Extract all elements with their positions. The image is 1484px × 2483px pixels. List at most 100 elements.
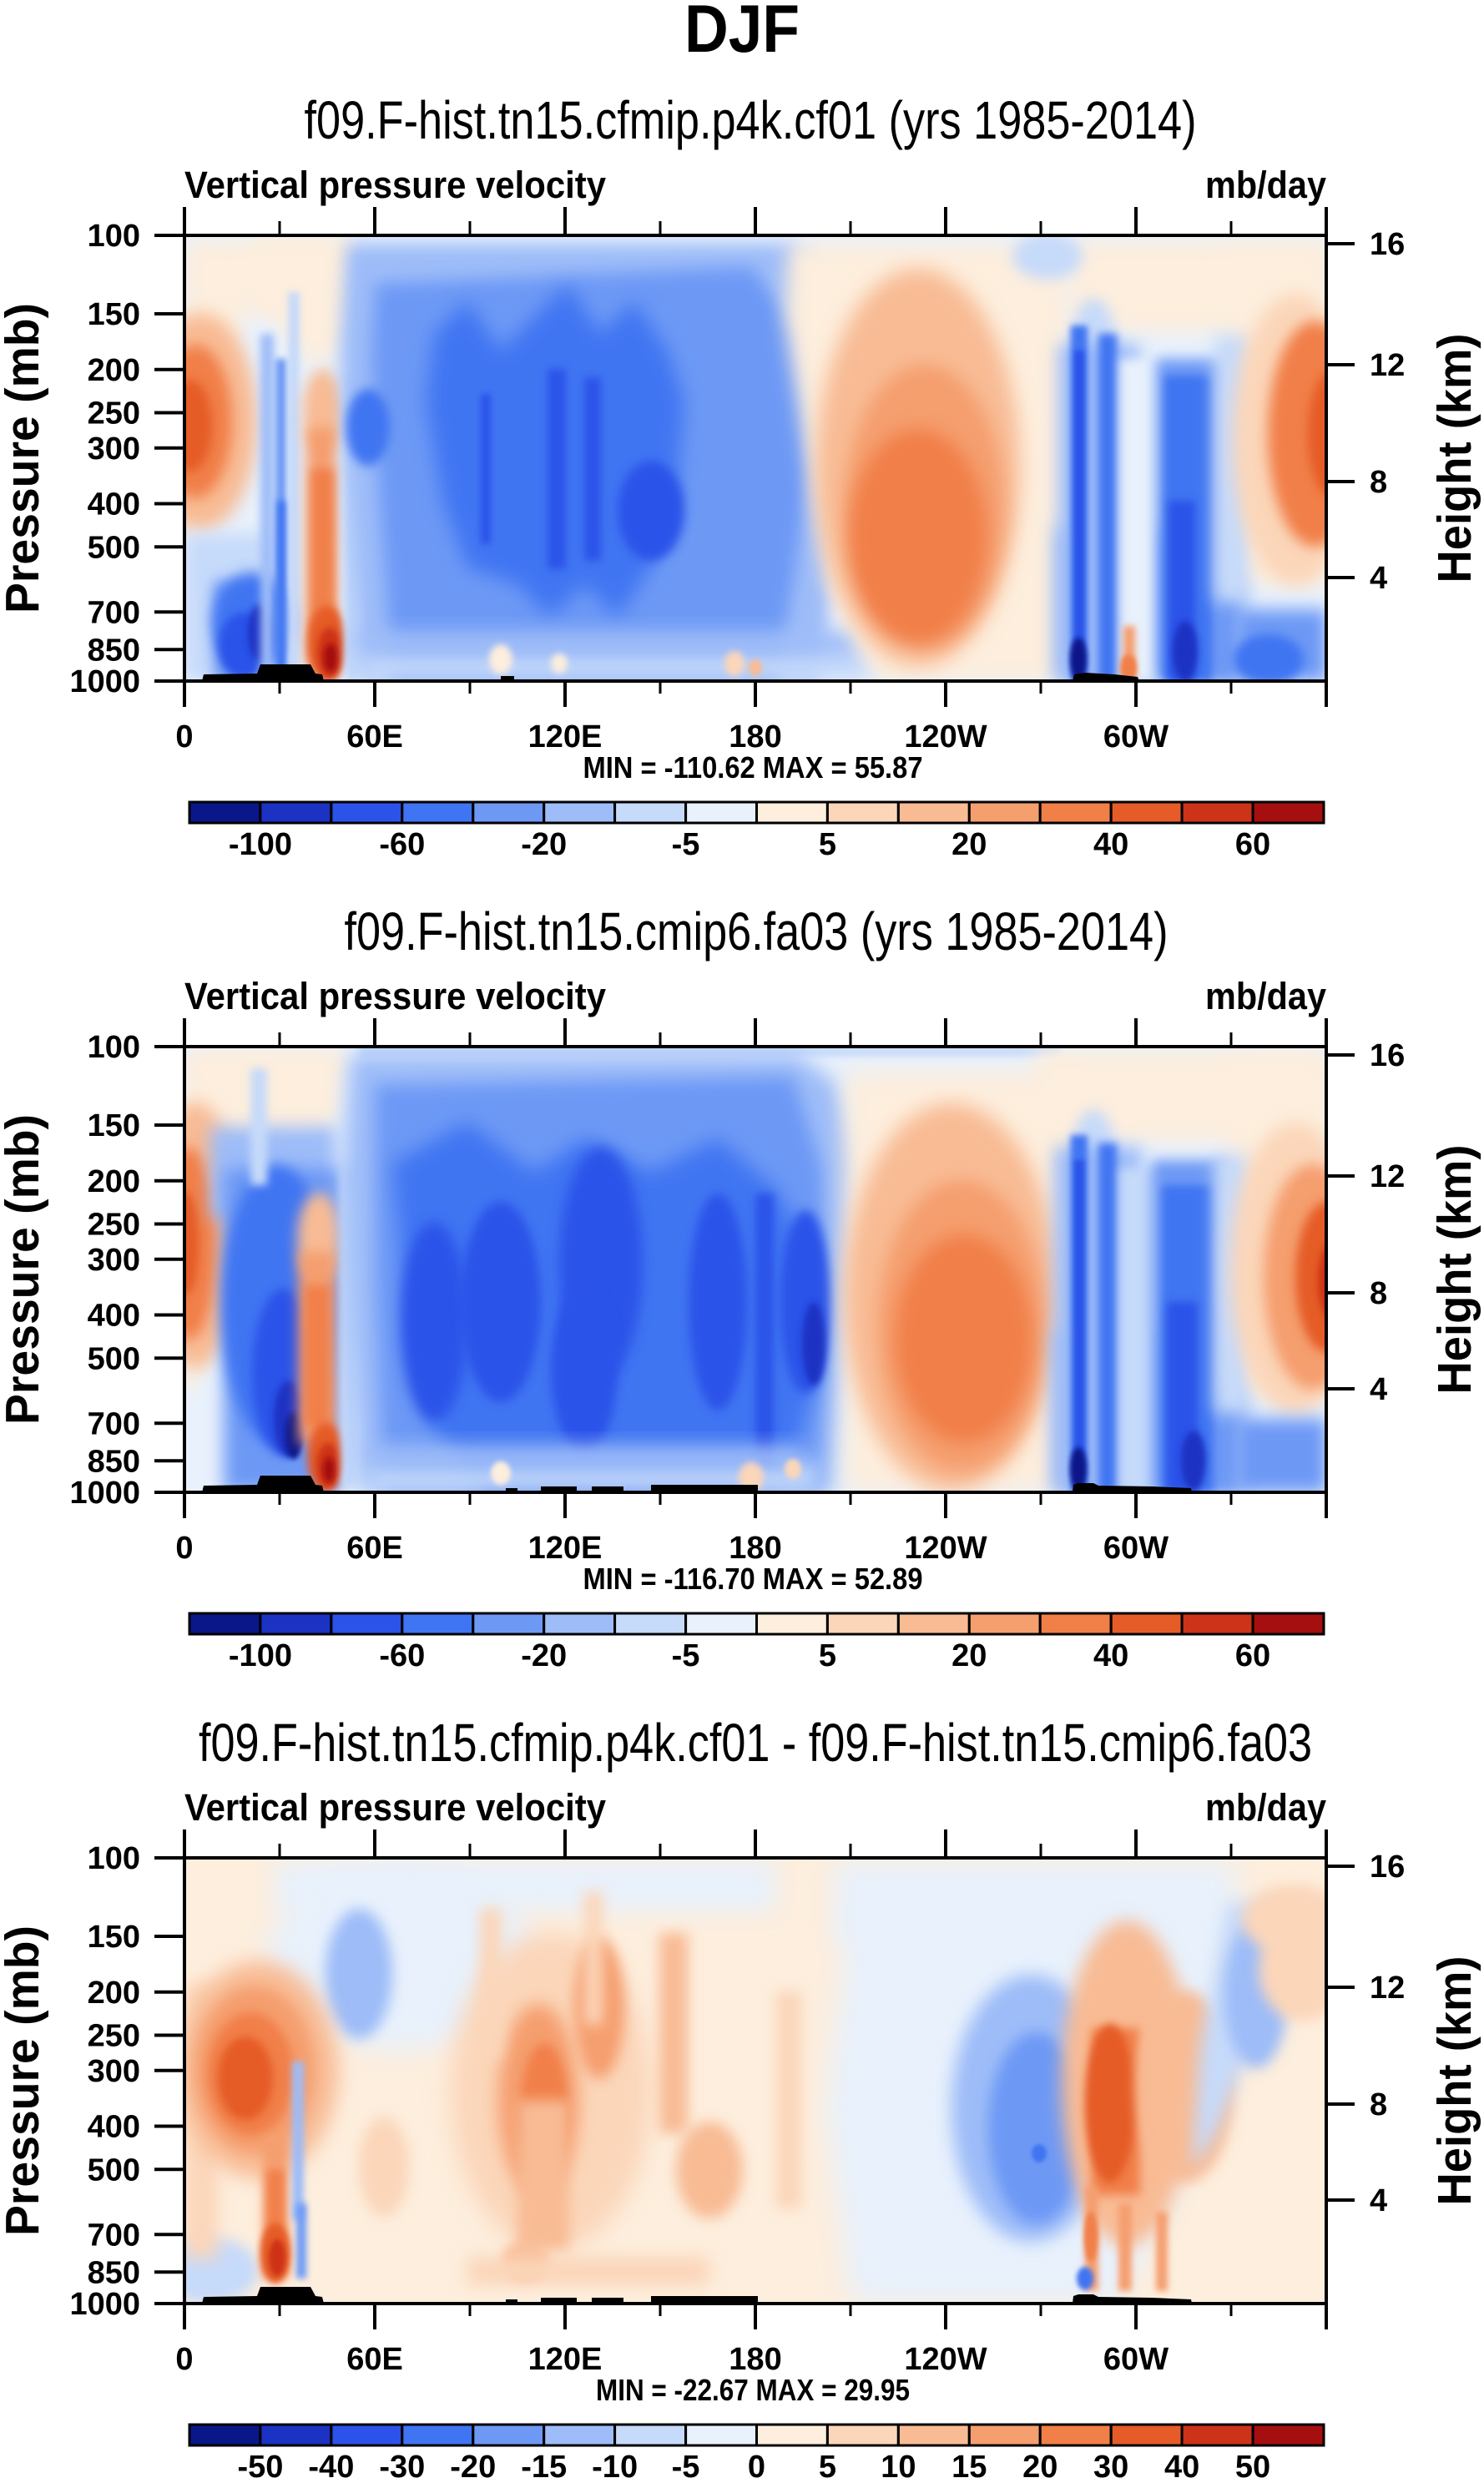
svg-text:30: 30 — [1093, 2450, 1128, 2483]
svg-text:f09.F-hist.tn15.cfmip.p4k.cf01: f09.F-hist.tn15.cfmip.p4k.cf01 - f09.F-h… — [199, 1713, 1312, 1773]
svg-text:700: 700 — [88, 595, 140, 630]
svg-text:-100: -100 — [229, 827, 292, 862]
svg-text:300: 300 — [88, 2054, 140, 2089]
svg-text:-60: -60 — [379, 1638, 425, 1673]
svg-text:-20: -20 — [450, 2450, 496, 2483]
svg-text:mb/day: mb/day — [1205, 975, 1326, 1017]
svg-text:100: 100 — [88, 1030, 140, 1065]
svg-text:300: 300 — [88, 431, 140, 467]
svg-text:4: 4 — [1370, 2183, 1387, 2218]
svg-text:700: 700 — [88, 1406, 140, 1441]
svg-text:50: 50 — [1235, 2450, 1270, 2483]
svg-text:180: 180 — [729, 2342, 781, 2377]
svg-text:1000: 1000 — [69, 2287, 140, 2322]
svg-text:120W: 120W — [904, 1531, 987, 1566]
svg-text:-5: -5 — [672, 1638, 700, 1673]
svg-text:Vertical pressure velocity: Vertical pressure velocity — [184, 1786, 606, 1829]
svg-text:150: 150 — [88, 297, 140, 332]
svg-text:mb/day: mb/day — [1205, 1786, 1326, 1829]
svg-text:-5: -5 — [672, 2450, 700, 2483]
svg-text:8: 8 — [1370, 465, 1387, 500]
svg-text:250: 250 — [88, 396, 140, 431]
svg-text:60E: 60E — [346, 2342, 403, 2377]
svg-text:Pressure (mb): Pressure (mb) — [0, 1114, 49, 1425]
svg-text:-100: -100 — [229, 1638, 292, 1673]
svg-text:200: 200 — [88, 353, 140, 388]
svg-text:-60: -60 — [379, 827, 425, 862]
svg-text:MIN = -116.70 MAX = 52.89: MIN = -116.70 MAX = 52.89 — [583, 1562, 923, 1596]
svg-text:-40: -40 — [308, 2450, 354, 2483]
svg-text:300: 300 — [88, 1243, 140, 1278]
svg-text:200: 200 — [88, 1164, 140, 1199]
svg-text:MIN = -22.67 MAX = 29.95: MIN = -22.67 MAX = 29.95 — [596, 2373, 910, 2407]
svg-text:DJF: DJF — [684, 0, 800, 67]
svg-text:60W: 60W — [1103, 1531, 1169, 1566]
svg-text:Vertical pressure velocity: Vertical pressure velocity — [184, 164, 606, 206]
svg-text:250: 250 — [88, 1208, 140, 1243]
svg-text:60: 60 — [1235, 1638, 1270, 1673]
svg-text:Pressure (mb): Pressure (mb) — [0, 303, 49, 613]
svg-text:4: 4 — [1370, 1372, 1387, 1407]
svg-text:-20: -20 — [521, 1638, 567, 1673]
svg-text:850: 850 — [88, 2255, 140, 2290]
svg-text:4: 4 — [1370, 561, 1387, 596]
svg-text:8: 8 — [1370, 2087, 1387, 2122]
svg-text:150: 150 — [88, 1920, 140, 1955]
svg-text:40: 40 — [1093, 1638, 1128, 1673]
svg-text:0: 0 — [175, 2342, 193, 2377]
svg-text:f09.F-hist.tn15.cmip6.fa03 (yr: f09.F-hist.tn15.cmip6.fa03 (yrs 1985-201… — [345, 901, 1169, 961]
svg-text:Height (km): Height (km) — [1428, 1145, 1481, 1395]
svg-text:Height (km): Height (km) — [1428, 334, 1481, 583]
svg-text:Vertical pressure velocity: Vertical pressure velocity — [184, 975, 606, 1017]
svg-text:500: 500 — [88, 2152, 140, 2188]
svg-text:5: 5 — [819, 1638, 836, 1673]
svg-text:16: 16 — [1370, 1850, 1405, 1885]
svg-text:20: 20 — [951, 1638, 987, 1673]
svg-text:20: 20 — [951, 827, 987, 862]
svg-text:200: 200 — [88, 1976, 140, 2011]
svg-text:0: 0 — [175, 1531, 193, 1566]
svg-text:850: 850 — [88, 633, 140, 668]
svg-text:500: 500 — [88, 530, 140, 565]
svg-text:16: 16 — [1370, 1038, 1405, 1073]
svg-text:Height (km): Height (km) — [1428, 1956, 1481, 2206]
svg-text:16: 16 — [1370, 227, 1405, 262]
svg-text:10: 10 — [881, 2450, 916, 2483]
svg-text:60E: 60E — [346, 719, 403, 754]
svg-text:-15: -15 — [521, 2450, 567, 2483]
svg-text:5: 5 — [819, 2450, 836, 2483]
svg-text:-10: -10 — [592, 2450, 638, 2483]
svg-text:40: 40 — [1164, 2450, 1199, 2483]
svg-text:12: 12 — [1370, 1971, 1405, 2006]
svg-text:1000: 1000 — [69, 1476, 140, 1511]
svg-text:180: 180 — [729, 1531, 781, 1566]
svg-text:120W: 120W — [904, 2342, 987, 2377]
svg-text:400: 400 — [88, 2110, 140, 2145]
svg-text:5: 5 — [819, 827, 836, 862]
svg-text:250: 250 — [88, 2019, 140, 2054]
svg-text:120E: 120E — [528, 719, 603, 754]
svg-text:120W: 120W — [904, 719, 987, 754]
svg-text:1000: 1000 — [69, 664, 140, 699]
svg-text:400: 400 — [88, 487, 140, 522]
svg-text:Pressure (mb): Pressure (mb) — [0, 1925, 49, 2236]
svg-text:8: 8 — [1370, 1276, 1387, 1311]
svg-text:-5: -5 — [672, 827, 700, 862]
svg-text:-50: -50 — [237, 2450, 283, 2483]
svg-text:850: 850 — [88, 1444, 140, 1479]
svg-text:40: 40 — [1093, 827, 1128, 862]
svg-text:15: 15 — [951, 2450, 987, 2483]
svg-text:60W: 60W — [1103, 2342, 1169, 2377]
svg-text:MIN = -110.62 MAX = 55.87: MIN = -110.62 MAX = 55.87 — [583, 750, 923, 785]
svg-text:60: 60 — [1235, 827, 1270, 862]
svg-text:12: 12 — [1370, 1159, 1405, 1194]
svg-text:-30: -30 — [379, 2450, 425, 2483]
svg-text:180: 180 — [729, 719, 781, 754]
svg-text:120E: 120E — [528, 2342, 603, 2377]
svg-text:0: 0 — [175, 719, 193, 754]
svg-text:20: 20 — [1022, 2450, 1057, 2483]
svg-text:-20: -20 — [521, 827, 567, 862]
svg-text:0: 0 — [748, 2450, 765, 2483]
svg-text:100: 100 — [88, 1841, 140, 1876]
svg-text:150: 150 — [88, 1108, 140, 1143]
